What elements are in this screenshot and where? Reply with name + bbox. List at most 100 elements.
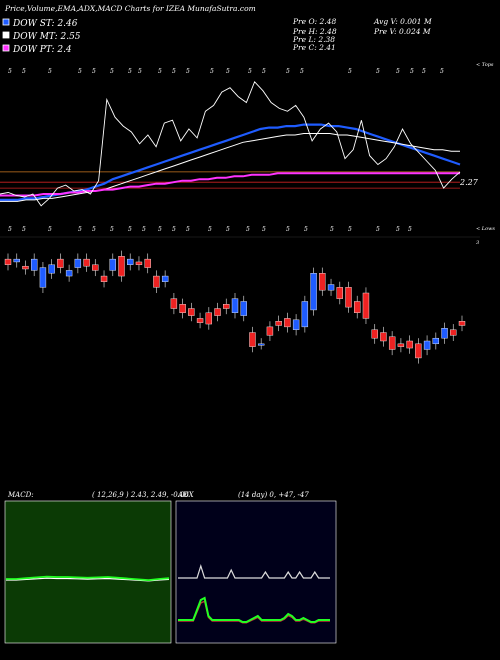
low-marker: 5 [348,226,352,233]
candle-body [223,304,230,309]
low-marker: 5 [408,226,412,233]
low-marker: 5 [186,226,190,233]
candle-scale-label: 3 [476,240,479,246]
candle-body [266,326,274,336]
candle-body [319,273,326,291]
candle-body [301,301,309,328]
low-marker: 5 [48,226,52,233]
candle-body [118,256,125,277]
candle-body [100,275,108,282]
low-marker: 5 [128,226,132,233]
candle-body [144,258,151,268]
candle-body [380,332,387,342]
low-marker: 5 [330,226,334,233]
ema-short-line [0,123,461,201]
candle-body [345,287,352,308]
candle-body [371,329,378,339]
low-marker: 5 [246,226,250,233]
candle-body [196,318,204,323]
low-marker: 5 [142,226,146,233]
candle-body [354,301,361,313]
adx-params: (14 day) 0, +47, -47 [238,491,309,499]
candle-body [450,329,457,336]
candle-body [4,258,12,265]
macd-label: MACD: [7,491,34,499]
candle-body [458,321,466,326]
price-ema-panel: < Tops < Lows 2.27 5 5 5 5 5 5 5 5 5 5 5 5 5 5 5 5 5 5 5 5 5… [0,62,495,233]
candle-body [65,270,73,277]
low-marker: 5 [376,226,380,233]
chart-title: Price,Volume,EMA,ADX,MACD Charts for IZE… [4,4,256,13]
tops-label: < Tops [476,62,494,68]
candle-body [170,298,178,309]
prev-values: Pre O: 2.48 Pre H: 2.48 Pre L: 2.38 Pre … [292,17,432,52]
candle-body [153,275,160,288]
low-marker: 5 [172,226,176,233]
candle-body [415,343,422,359]
candle-body [205,312,213,325]
candle-body [188,308,195,316]
top-marker: 5 [262,68,266,75]
top-marker: 5 [48,68,52,75]
avg-volume: Avg V: 0.001 M [373,17,432,26]
macd-line [6,575,170,582]
low-marker: 5 [304,226,308,233]
candle-body [22,265,29,270]
candlestick-panel: 3 [0,236,480,364]
low-marker: 5 [22,226,26,233]
low-marker: 5 [226,226,230,233]
top-marker: 5 [422,68,426,75]
low-marker: 5 [396,226,400,233]
candle-body [362,292,370,319]
legend-dow-pt: DOW PT: 2.4 [12,45,72,55]
prev-high: Pre H: 2.48 [292,27,337,36]
candle-body [257,343,265,346]
candle-body [57,258,64,268]
candle-body [327,284,335,291]
candle-body [39,267,47,288]
macd-panel: MACD: ( 12,26,9 ) 2.43, 2.49, -0.06 [4,491,189,644]
candle-body [48,264,55,274]
top-marker: 5 [300,68,304,75]
candle-body [179,304,186,313]
candle-body [284,318,291,328]
top-marker: 5 [138,68,142,75]
top-marker: 5 [22,68,26,75]
candle-body [441,328,448,339]
candle-body [406,340,413,349]
candle-body [92,264,99,271]
legend: DOW ST: 2.46 DOW MT: 2.55 DOW PT: 2.4 [2,18,81,55]
low-marker: 5 [92,226,96,233]
last-price-label: 2.27 [459,178,479,187]
top-marker: 5 [286,68,290,75]
lows-label: < Lows [476,226,495,232]
candle-body [109,258,116,271]
candle-body [249,332,256,347]
top-marker: 5 [8,68,12,75]
candle-body [13,258,20,263]
candle-body [127,258,134,265]
candle-body [423,340,431,350]
top-marker: 5 [110,68,114,75]
top-marker: 5 [128,68,132,75]
legend-swatch-pt [2,44,10,52]
ema-mid-line [0,133,460,202]
candle-body [388,336,396,350]
macd-plot-area [4,500,172,644]
adx-plus-di-line [178,596,330,623]
low-marker: 5 [78,226,82,233]
low-marker: 5 [8,226,12,233]
prev-open: Pre O: 2.48 [292,17,336,26]
top-marker: 5 [376,68,380,75]
candle-body [135,261,143,265]
candle-body [214,308,221,316]
low-marker: 5 [158,226,162,233]
prev-close: Pre C: 2.41 [292,43,336,52]
top-marker: 5 [78,68,82,75]
low-marker: 5 [208,226,212,233]
candle-body [231,298,239,313]
candle-body [310,273,317,311]
candle-body [397,343,405,347]
top-marker: 5 [210,68,214,75]
candle-body [83,258,90,267]
